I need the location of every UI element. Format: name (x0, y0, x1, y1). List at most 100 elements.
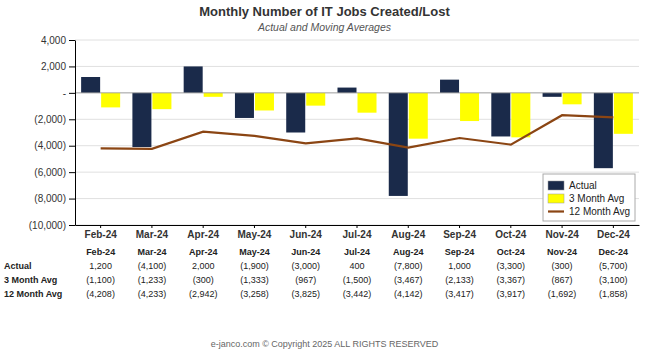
y-tick-mark (69, 199, 75, 200)
x-tick-label: Jul-24 (343, 229, 372, 240)
bar (409, 93, 428, 139)
grid-line (75, 40, 639, 41)
y-axis: 4,000 2,000 - (2,000) (4,000) (6,000) (8,000) (… (29, 35, 76, 231)
y-tick-mark (69, 40, 75, 41)
legend-label: Actual (569, 180, 597, 191)
x-axis: Feb-24Mar-24Apr-24May-24Jun-24Jul-24Aug-… (76, 225, 640, 240)
table-cell: (1,692) (548, 289, 577, 299)
y-tick-mark (69, 93, 75, 94)
table-header: Dec-24 (599, 247, 629, 257)
table-cell: (2,133) (445, 275, 474, 285)
table-cell: (3,467) (394, 275, 423, 285)
bar (440, 80, 459, 93)
y-tick-mark (69, 66, 75, 67)
x-tick-label: Nov-24 (545, 229, 579, 240)
y-tick-mark (69, 172, 75, 173)
x-tick: Jul-24 (343, 225, 372, 240)
x-tick-label: Oct-24 (495, 229, 527, 240)
x-tick: Oct-24 (495, 225, 527, 240)
bar (460, 93, 479, 121)
x-tick-mark (357, 225, 358, 228)
table-header: May-24 (239, 247, 270, 257)
table-header: Oct-24 (497, 247, 525, 257)
x-tick: Mar-24 (136, 225, 169, 240)
x-tick-mark (100, 225, 101, 228)
y-tick-label: (2,000) (34, 114, 66, 125)
bar (204, 93, 223, 97)
table-cell: (2,942) (189, 289, 218, 299)
table-header: Jun-24 (291, 247, 320, 257)
bar-series (81, 66, 613, 195)
bar (563, 93, 582, 104)
x-tick: Dec-24 (597, 225, 630, 240)
x-tick: Jun-24 (290, 225, 323, 240)
grid-line (75, 172, 639, 173)
legend-swatch (548, 210, 564, 212)
table-cell: (3,917) (497, 289, 526, 299)
table-row-label: 12 Month Avg (4, 289, 62, 299)
table-cell: (300) (193, 275, 214, 285)
bar (306, 93, 325, 106)
x-tick: Sep-24 (443, 225, 476, 240)
bar (255, 93, 274, 111)
bar (594, 93, 613, 168)
table-cell: (3,258) (240, 289, 269, 299)
x-tick-mark (408, 225, 409, 228)
bar-series (101, 93, 633, 139)
x-tick-mark (305, 225, 306, 228)
x-tick-label: Sep-24 (443, 229, 476, 240)
y-tick: (6,000) (34, 167, 75, 178)
bar (132, 93, 151, 147)
x-tick-mark (203, 225, 204, 228)
y-tick-label: 2,000 (41, 61, 66, 72)
bar (358, 93, 377, 113)
table-cell: (3,000) (291, 261, 320, 271)
table-header: Mar-24 (137, 247, 166, 257)
y-tick: (2,000) (34, 114, 75, 125)
y-tick: (8,000) (34, 193, 75, 204)
table-header: Jul-24 (344, 247, 370, 257)
table-cell: (1,233) (138, 275, 167, 285)
table-cell: (967) (295, 275, 316, 285)
table: Feb-24Mar-24Apr-24May-24Jun-24Jul-24Aug-… (4, 247, 628, 299)
x-tick-label: Mar-24 (136, 229, 169, 240)
x-tick: Apr-24 (187, 225, 219, 240)
legend-label: 3 Month Avg (569, 193, 624, 204)
x-tick-mark (562, 225, 563, 228)
legend-item: 12 Month Avg (548, 206, 630, 217)
y-tick-mark (69, 119, 75, 120)
table-cell: (4,233) (138, 289, 167, 299)
subtitle: Actual and Moving Averages (257, 21, 392, 33)
table-header: Aug-24 (393, 247, 424, 257)
y-tick-label: (4,000) (34, 140, 66, 151)
legend: Actual 3 Month Avg 12 Month Avg (543, 174, 635, 221)
table-cell: (300) (552, 261, 573, 271)
table-row-label: 3 Month Avg (4, 275, 57, 285)
title: Monthly Number of IT Jobs Created/Lost (199, 4, 450, 19)
bar (614, 93, 633, 134)
table-cell: 2,000 (192, 261, 215, 271)
legend-label: 12 Month Avg (569, 206, 630, 217)
grid-line (75, 66, 639, 67)
y-tick: 4,000 (41, 35, 75, 46)
x-tick: May-24 (238, 225, 272, 240)
y-tick: (10,000) (29, 220, 75, 231)
y-tick: 2,000 (41, 61, 75, 72)
x-tick-mark (151, 225, 152, 228)
bar (81, 77, 100, 93)
table-header: Nov-24 (547, 247, 577, 257)
line (101, 115, 614, 149)
bar (511, 93, 530, 137)
legend-swatch (548, 181, 564, 190)
footer: e-janco.com © Copyright 2025 ALL RIGHTS … (211, 339, 439, 349)
table-cell: (5,700) (599, 261, 628, 271)
y-tick-label: - (63, 88, 66, 99)
table-cell: (3,100) (599, 275, 628, 285)
table-cell: (3,825) (291, 289, 320, 299)
x-tick: Aug-24 (391, 225, 425, 240)
bar (101, 93, 120, 108)
table-cell: (3,300) (497, 261, 526, 271)
x-tick-label: Jun-24 (290, 229, 323, 240)
y-tick: (4,000) (34, 140, 75, 151)
x-tick-mark (510, 225, 511, 228)
